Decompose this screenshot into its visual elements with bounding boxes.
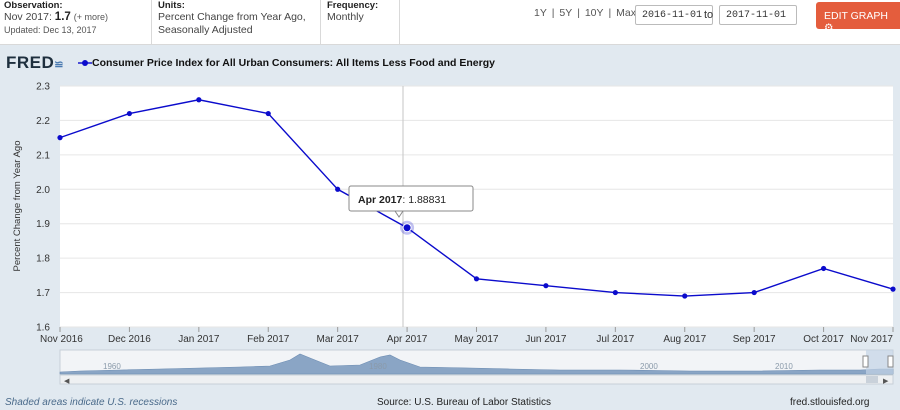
data-point-highlighted[interactable] (402, 223, 412, 233)
frequency-label: Frequency: (327, 0, 379, 11)
units-line-2[interactable]: Seasonally Adjusted (158, 24, 253, 36)
legend-marker-icon (78, 60, 92, 66)
y-tick-label: 2.3 (36, 82, 50, 93)
x-tick-label: Apr 2017 (387, 334, 428, 345)
range-max[interactable]: Max (616, 7, 636, 19)
x-tick-label: Sep 2017 (733, 334, 776, 345)
y-axis-label: Percent Change from Year Ago (12, 141, 23, 272)
scroll-left-icon[interactable]: ◀ (64, 378, 70, 385)
y-tick-label: 2.0 (36, 185, 50, 196)
observation-line: Nov 2017: 1.7 (+ more) (4, 11, 144, 24)
tooltip-value: : 1.88831 (402, 194, 446, 206)
x-tick-label: Jun 2017 (525, 334, 567, 345)
range-separator: | (608, 7, 612, 19)
tooltip-box (348, 185, 474, 212)
edit-graph-button[interactable]: EDIT GRAPH ⚙ (816, 2, 900, 34)
header-bar: Observation: Nov 2017: 1.7 (+ more) Upda… (0, 0, 900, 45)
site-link[interactable]: fred.stlouisfed.org (790, 397, 870, 408)
data-point[interactable] (57, 135, 63, 141)
scroll-right-icon[interactable]: ▶ (883, 378, 889, 385)
units-section: Units: Percent Change from Year Ago, Sea… (158, 0, 318, 44)
tooltip-label: Apr 2017 (358, 194, 403, 206)
data-point[interactable] (265, 110, 271, 117)
navigator-year-label: 1960 (103, 362, 121, 371)
x-tick-label: Jan 2017 (178, 334, 220, 345)
to-label: to (704, 9, 714, 21)
series-points (57, 97, 896, 299)
data-point[interactable] (612, 289, 618, 296)
recession-note: Shaded areas indicate U.S. recessions (5, 397, 178, 408)
header-divider (320, 0, 321, 44)
y-tick-label: 2.1 (36, 150, 50, 161)
frequency-value[interactable]: Monthly (327, 11, 364, 23)
range-separator: | (577, 7, 580, 19)
navigator-handle-left[interactable] (862, 355, 869, 368)
x-tick-label: Nov 2016 (40, 334, 83, 345)
units-label: Units: (158, 0, 185, 11)
x-tick-labels: Nov 2016 Dec 2016 Jan 2017 Feb 2017 Mar 2017… (40, 327, 894, 345)
x-tick-label: Nov 2017 (850, 334, 893, 345)
data-point[interactable] (196, 97, 202, 103)
y-tick-label: 2.2 (36, 116, 50, 127)
fred-logo-chart-icon: ≌ (54, 59, 64, 71)
frequency-section: Frequency: Monthly (327, 0, 397, 44)
x-tick-label: Dec 2016 (108, 334, 151, 345)
navigator-labels: 1960 1980 2000 2010 (103, 362, 793, 371)
x-tick-label: Jul 2017 (596, 334, 634, 345)
data-point[interactable] (335, 186, 341, 192)
data-point[interactable] (820, 265, 827, 272)
source-note[interactable]: Source: U.S. Bureau of Labor Statistics (377, 397, 551, 408)
header-divider (399, 0, 400, 44)
x-tick-label: Aug 2017 (663, 334, 706, 345)
range-1y[interactable]: 1Y (534, 7, 547, 19)
tooltip: Apr 2017: 1.88831 (348, 185, 474, 218)
scrollbar-thumb[interactable] (866, 376, 878, 383)
header-divider (151, 0, 152, 44)
gear-icon: ⚙ (824, 22, 834, 34)
data-point[interactable] (890, 286, 896, 292)
data-point[interactable] (473, 276, 480, 282)
start-date-input[interactable]: 2016-11-01 (635, 5, 713, 25)
fred-logo-text: FRED (6, 53, 55, 72)
observation-section: Observation: Nov 2017: 1.7 (+ more) Upda… (4, 0, 144, 44)
data-point[interactable] (543, 283, 549, 289)
y-tick-label: 1.6 (36, 323, 50, 334)
navigator-year-label: 1980 (369, 362, 387, 371)
range-separator: | (551, 7, 555, 19)
tooltip-pointer (394, 210, 404, 218)
range-selector: 1Y | 5Y | 10Y | Max (533, 7, 637, 19)
range-10y[interactable]: 10Y (584, 7, 604, 19)
x-tick-label: Oct 2017 (803, 334, 844, 345)
end-date-input[interactable]: 2017-11-01 (719, 5, 797, 25)
y-tick-label: 1.7 (36, 288, 50, 299)
legend-label: Consumer Price Index for All Urban Consu… (92, 57, 495, 69)
y-tick-label: 1.8 (36, 254, 50, 265)
tooltip-text: Apr 2017: 1.88831 (358, 194, 446, 206)
data-point[interactable] (751, 289, 757, 296)
data-point[interactable] (682, 293, 688, 299)
x-tick-label: Feb 2017 (247, 334, 290, 345)
edit-graph-label: EDIT GRAPH (824, 10, 888, 22)
observation-date: Nov 2017: (4, 11, 52, 23)
navigator-handle-right[interactable] (887, 355, 894, 368)
observation-label: Observation: (4, 0, 63, 11)
navigator-scrollbar[interactable] (59, 374, 894, 385)
navigator-year-label: 2010 (775, 362, 793, 371)
range-5y[interactable]: 5Y (559, 7, 573, 19)
observation-value: 1.7 (54, 11, 71, 23)
units-line-1[interactable]: Percent Change from Year Ago, (158, 11, 306, 23)
y-tick-label: 1.9 (36, 219, 50, 230)
fred-logo[interactable]: FRED≌ (6, 53, 64, 73)
x-tick-label: Mar 2017 (317, 334, 360, 345)
y-tick-labels: 1.6 1.7 1.8 1.9 2.0 2.1 2.2 2.3 (36, 82, 50, 334)
plot-area (60, 86, 893, 327)
observation-more-link[interactable]: (+ more) (73, 12, 108, 22)
x-tick-label: May 2017 (455, 334, 499, 345)
data-point[interactable] (126, 110, 133, 117)
updated-date: Updated: Dec 13, 2017 (4, 25, 97, 35)
navigator-year-label: 2000 (640, 362, 658, 371)
